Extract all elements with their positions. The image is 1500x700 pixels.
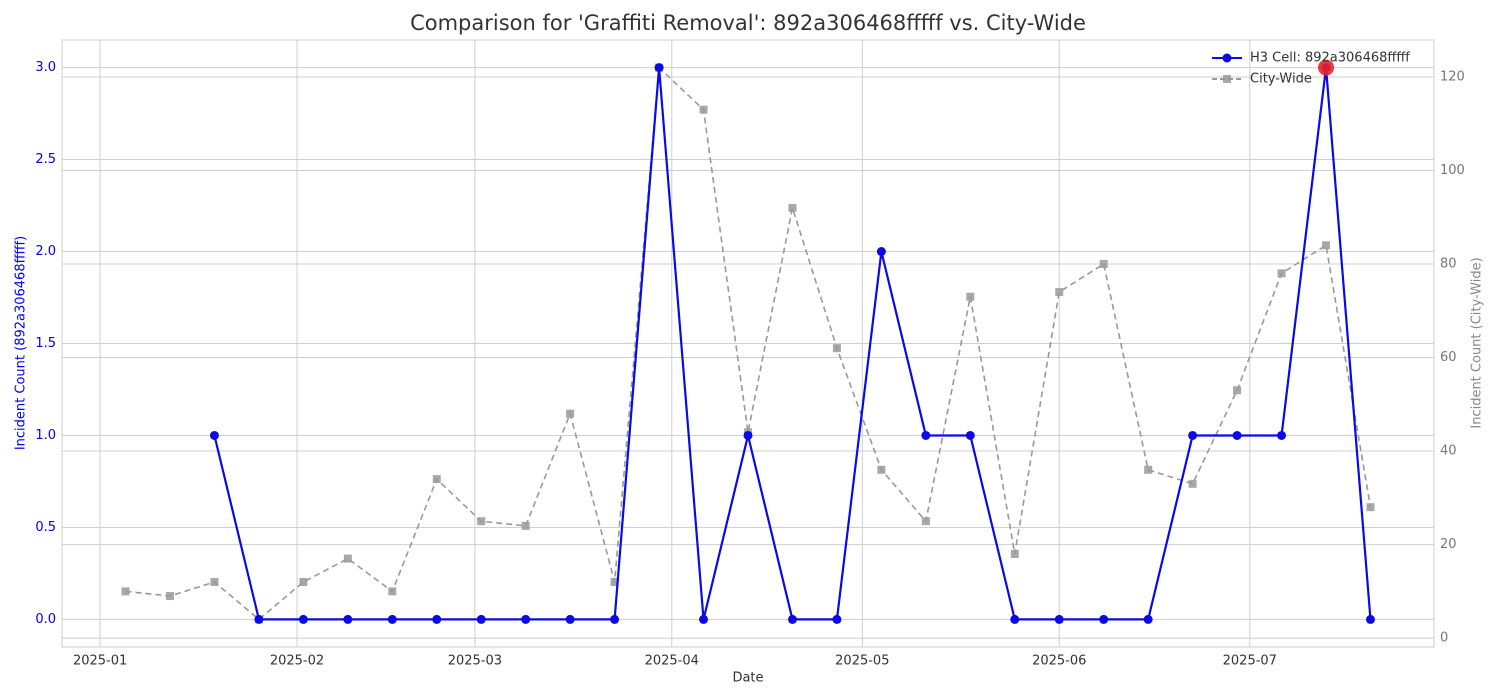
- legend-label: H3 Cell: 892a306468fffff: [1250, 51, 1410, 66]
- data-point: [1144, 465, 1153, 474]
- legend-marker: [1222, 53, 1232, 63]
- data-point: [1188, 430, 1198, 440]
- y-tick-label: 1.5: [35, 336, 56, 351]
- data-point: [476, 614, 486, 624]
- data-point: [1232, 430, 1242, 440]
- data-point: [966, 292, 975, 301]
- data-point: [610, 614, 620, 624]
- data-point: [1054, 614, 1064, 624]
- data-point: [610, 577, 619, 586]
- data-point: [1277, 269, 1286, 278]
- x-tick-label: 2025-01: [73, 654, 127, 669]
- y2-tick-label: 20: [1440, 537, 1457, 552]
- data-point: [921, 517, 930, 526]
- y2-axis-label: Incident Count (City-Wide): [1470, 257, 1485, 428]
- data-point: [743, 430, 753, 440]
- data-point: [832, 344, 841, 353]
- data-point: [1277, 430, 1287, 440]
- data-point: [1099, 260, 1108, 269]
- highlight-point: [1318, 59, 1335, 76]
- x-tick-label: 2025-07: [1223, 654, 1277, 669]
- data-point: [298, 614, 308, 624]
- data-point: [1099, 614, 1109, 624]
- y2-tick-label: 120: [1440, 69, 1465, 84]
- data-point: [1188, 479, 1197, 488]
- data-point: [299, 577, 308, 586]
- data-point: [1010, 549, 1019, 558]
- data-point: [432, 614, 442, 624]
- data-point: [788, 203, 797, 212]
- y-tick-label: 2.0: [35, 244, 56, 259]
- y2-tick-label: 60: [1440, 350, 1457, 365]
- y-tick-label: 2.5: [35, 152, 56, 167]
- x-tick-label: 2025-06: [1032, 654, 1086, 669]
- data-point: [521, 614, 531, 624]
- data-point: [1322, 241, 1331, 250]
- data-point: [477, 517, 486, 526]
- y2-tick-label: 80: [1440, 257, 1457, 272]
- data-point: [877, 465, 886, 474]
- data-point: [165, 592, 174, 601]
- data-point: [521, 521, 530, 530]
- x-tick-label: 2025-04: [645, 654, 699, 669]
- x-axis-label: Date: [732, 671, 763, 686]
- y2-tick-label: 100: [1440, 163, 1465, 178]
- data-point: [921, 430, 931, 440]
- data-point: [1055, 288, 1064, 297]
- data-point: [1010, 614, 1020, 624]
- y-tick-label: 1.0: [35, 428, 56, 443]
- data-point: [210, 577, 219, 586]
- chart-title: Comparison for 'Graffiti Removal': 892a3…: [410, 11, 1086, 35]
- y-tick-label: 0.0: [35, 612, 56, 627]
- data-point: [343, 554, 352, 563]
- data-point: [699, 614, 709, 624]
- data-point: [965, 430, 975, 440]
- y2-tick-label: 40: [1440, 444, 1457, 459]
- x-tick-label: 2025-05: [835, 654, 889, 669]
- legend-label: City-Wide: [1250, 72, 1312, 87]
- data-point: [388, 587, 397, 596]
- data-point: [1366, 503, 1375, 512]
- data-point: [832, 614, 842, 624]
- data-point: [699, 105, 708, 114]
- x-tick-label: 2025-03: [448, 654, 502, 669]
- y-tick-label: 3.0: [35, 60, 56, 75]
- data-point: [566, 409, 575, 418]
- data-point: [876, 247, 886, 257]
- data-point: [654, 63, 664, 73]
- data-point: [787, 614, 797, 624]
- data-point: [387, 614, 397, 624]
- data-point: [121, 587, 130, 596]
- data-point: [343, 614, 353, 624]
- data-point: [565, 614, 575, 624]
- data-point: [254, 614, 264, 624]
- data-point: [1143, 614, 1153, 624]
- x-tick-label: 2025-02: [270, 654, 324, 669]
- data-point: [209, 430, 219, 440]
- plot-frame: [61, 39, 1435, 648]
- y2-tick-label: 0: [1440, 631, 1448, 646]
- y-tick-label: 0.5: [35, 520, 56, 535]
- series-line: [125, 65, 1372, 621]
- y-axis-label: Incident Count (892a306468fffff): [14, 236, 29, 450]
- legend-marker: [1223, 75, 1231, 83]
- data-point: [1233, 386, 1242, 395]
- data-point: [432, 475, 441, 484]
- data-point: [1365, 614, 1375, 624]
